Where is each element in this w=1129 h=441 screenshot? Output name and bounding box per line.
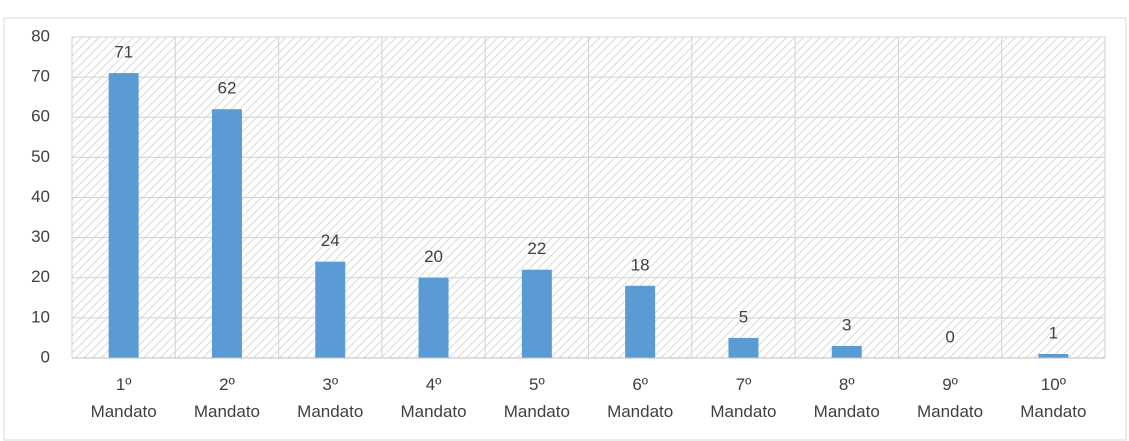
data-label: 71 bbox=[114, 43, 133, 62]
data-label: 1 bbox=[1049, 323, 1058, 342]
data-label: 62 bbox=[217, 79, 236, 98]
x-tick-label: 8º Mandato bbox=[814, 375, 880, 421]
x-tick-label: 3º Mandato bbox=[297, 375, 363, 421]
bar bbox=[418, 277, 449, 358]
y-tick-label: 80 bbox=[31, 26, 50, 45]
data-label: 5 bbox=[739, 307, 748, 326]
bar bbox=[625, 285, 656, 358]
x-tick-label: 7º Mandato bbox=[710, 375, 776, 421]
data-label: 24 bbox=[321, 231, 340, 250]
bar bbox=[315, 261, 346, 358]
x-tick-label: 9º Mandato bbox=[917, 375, 983, 421]
data-label: 18 bbox=[631, 255, 650, 274]
y-tick-label: 60 bbox=[31, 107, 50, 126]
y-tick-label: 40 bbox=[31, 187, 50, 206]
bar bbox=[728, 337, 759, 358]
y-tick-label: 0 bbox=[41, 347, 50, 366]
bar bbox=[211, 109, 242, 358]
x-tick-label: 10º Mandato bbox=[1020, 375, 1086, 421]
x-tick-label: 5º Mandato bbox=[504, 375, 570, 421]
bar bbox=[108, 73, 139, 359]
x-tick-label: 4º Mandato bbox=[400, 375, 466, 421]
bar bbox=[521, 269, 552, 358]
y-tick-label: 10 bbox=[31, 307, 50, 326]
y-tick-label: 30 bbox=[31, 227, 50, 246]
y-tick-label: 70 bbox=[31, 67, 50, 86]
y-tick-label: 20 bbox=[31, 267, 50, 286]
x-tick-label: 6º Mandato bbox=[607, 375, 673, 421]
bar bbox=[831, 345, 862, 358]
x-tick-label: 2º Mandato bbox=[194, 375, 260, 421]
data-label: 22 bbox=[527, 239, 546, 258]
data-label: 20 bbox=[424, 247, 443, 266]
bar bbox=[1038, 353, 1069, 358]
y-tick-label: 50 bbox=[31, 147, 50, 166]
x-tick-label: 1º Mandato bbox=[91, 375, 157, 421]
data-label: 3 bbox=[842, 315, 851, 334]
data-label: 0 bbox=[945, 327, 954, 346]
